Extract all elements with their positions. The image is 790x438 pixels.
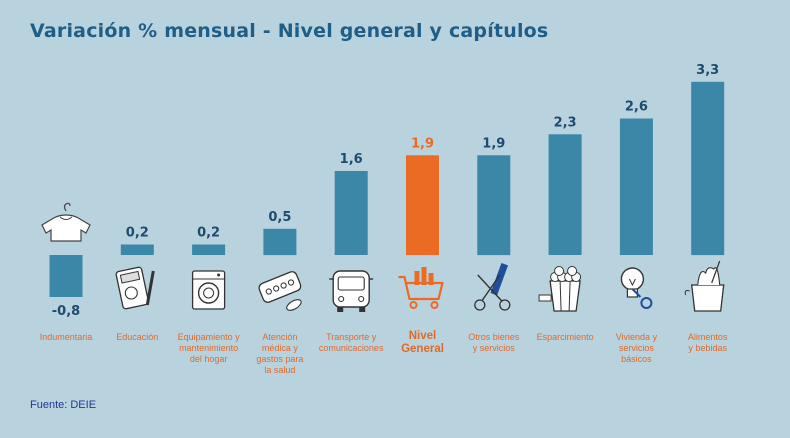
category-label-0: Indumentaria <box>39 332 93 342</box>
value-label-2: 0,2 <box>197 226 220 241</box>
value-label-4: 1,6 <box>340 152 363 167</box>
shirt-icon <box>41 202 91 242</box>
category-label-5: Nivel General <box>401 330 444 355</box>
bar-9 <box>691 81 725 256</box>
category-label-6: Otros bienes y servicios <box>468 332 520 353</box>
calculator-icon <box>115 266 155 310</box>
bar-8 <box>619 118 653 255</box>
grocery-bag-icon <box>684 260 725 312</box>
bar-5 <box>406 155 439 256</box>
source-note: Fuente: DEIE <box>30 399 97 411</box>
category-label-3: Atención médica y gastos para la salud <box>256 332 304 375</box>
washing-machine-icon <box>191 270 226 310</box>
bar-0 <box>49 255 83 297</box>
category-label-1: Educación <box>116 332 159 342</box>
value-label-1: 0,2 <box>126 226 149 241</box>
chart-title: Variación % mensual - Nivel general y ca… <box>30 20 549 42</box>
value-label-9: 3,3 <box>696 63 719 78</box>
popcorn-icon <box>538 266 582 312</box>
bar-3 <box>263 228 297 256</box>
value-label-3: 0,5 <box>268 210 291 225</box>
bar-1 <box>120 244 154 255</box>
lightbulb-key-icon <box>620 267 653 309</box>
pills-icon <box>258 271 302 311</box>
value-label-5: 1,9 <box>411 136 434 151</box>
bar-4 <box>334 171 368 255</box>
category-label-7: Esparcimiento <box>536 332 594 342</box>
value-label-6: 1,9 <box>482 136 505 151</box>
category-label-2: Equipamiento y mantenimiento del hogar <box>177 332 240 364</box>
shopping-cart-icon <box>398 267 444 309</box>
scissors-comb-icon <box>474 262 511 311</box>
category-label-9: Alimentos y bebidas <box>687 332 728 353</box>
bar-2 <box>192 244 226 255</box>
bar-6 <box>477 155 511 256</box>
value-label-0: -0,8 <box>52 304 80 319</box>
bus-icon <box>329 270 374 312</box>
value-label-7: 2,3 <box>554 115 577 130</box>
category-label-4: Transporte y comunicaciones <box>318 332 384 353</box>
category-label-8: Vivienda y servicios básicos <box>615 332 658 364</box>
value-label-8: 2,6 <box>625 100 648 115</box>
bar-7 <box>548 134 582 255</box>
